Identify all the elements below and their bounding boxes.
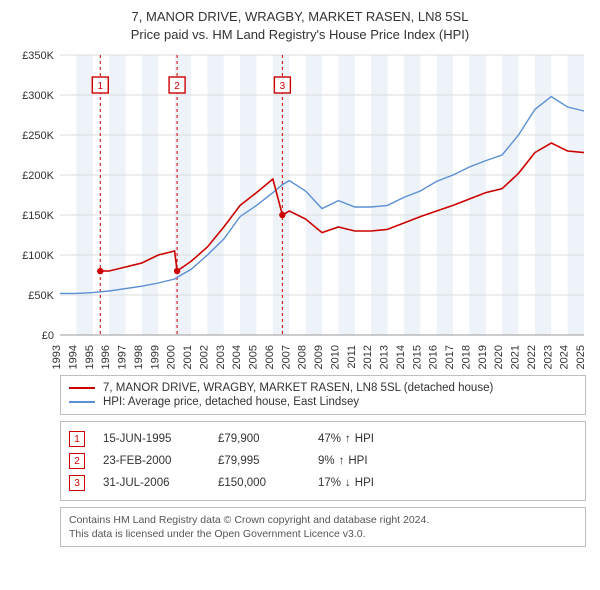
svg-text:2002: 2002 <box>198 345 210 369</box>
arrow-icon: ↑ <box>345 433 351 445</box>
svg-text:2003: 2003 <box>215 345 227 369</box>
svg-text:2005: 2005 <box>248 345 260 369</box>
y-grid: £0 £50K £100K £150K £200K £250K £300K £350K <box>22 50 584 342</box>
event-delta-ref: HPI <box>348 455 367 467</box>
chart-title-block: 7, MANOR DRIVE, WRAGBY, MARKET RASEN, LN… <box>10 8 590 43</box>
svg-text:1993: 1993 <box>51 345 63 369</box>
event-delta-ref: HPI <box>355 433 374 445</box>
event-delta: 47% ↑ HPI <box>318 433 374 445</box>
svg-text:2020: 2020 <box>493 345 505 369</box>
event-delta-pct: 47% <box>318 433 341 445</box>
svg-text:1995: 1995 <box>84 345 96 369</box>
svg-text:2017: 2017 <box>444 345 456 369</box>
event-delta-pct: 17% <box>318 477 341 489</box>
svg-text:2006: 2006 <box>264 345 276 369</box>
legend-swatch <box>69 387 95 389</box>
price-chart: £0 £50K £100K £150K £200K £250K £300K £350K 1 2 3 1… <box>10 49 590 369</box>
svg-text:2021: 2021 <box>510 345 522 369</box>
svg-text:2: 2 <box>174 81 180 92</box>
svg-text:£100K: £100K <box>22 250 54 262</box>
event-row: 2 23-FEB-2000£79,9959% ↑HPI <box>69 450 577 472</box>
svg-text:2025: 2025 <box>575 345 587 369</box>
event-delta-pct: 9% <box>318 455 335 467</box>
footer-line-2: This data is licensed under the Open Gov… <box>69 527 577 541</box>
svg-text:£50K: £50K <box>28 290 54 302</box>
svg-text:2000: 2000 <box>166 345 178 369</box>
legend-item: 7, MANOR DRIVE, WRAGBY, MARKET RASEN, LN… <box>69 381 577 395</box>
arrow-icon: ↓ <box>345 477 351 489</box>
svg-text:2004: 2004 <box>231 345 243 369</box>
svg-text:2022: 2022 <box>526 345 538 369</box>
event-price: £79,995 <box>218 455 318 467</box>
svg-text:2001: 2001 <box>182 345 194 369</box>
svg-text:£350K: £350K <box>22 50 54 62</box>
title-line-2: Price paid vs. HM Land Registry's House … <box>10 26 590 44</box>
svg-text:2011: 2011 <box>346 345 358 369</box>
events-table: 115-JUN-1995£79,90047%↑HPI223-FEB-2000£7… <box>60 421 586 501</box>
legend-item: HPI: Average price, detached house, East… <box>69 395 577 409</box>
event-date: 15-JUN-1995 <box>103 433 218 445</box>
event-row: 1 15-JUN-1995£79,90047% ↑ HPI <box>69 428 577 450</box>
svg-text:3: 3 <box>280 81 286 92</box>
event-marker-box: 1 <box>69 431 85 447</box>
event-row: 3 31-JUL-2006£150,00017% ↓ HPI <box>69 472 577 494</box>
svg-text:2016: 2016 <box>428 345 440 369</box>
chart-area: £0 £50K £100K £150K £200K £250K £300K £350K 1 2 3 1… <box>10 49 590 369</box>
event-date: 23-FEB-2000 <box>103 455 218 467</box>
svg-text:2014: 2014 <box>395 345 407 369</box>
svg-text:2009: 2009 <box>313 345 325 369</box>
footer-line-1: Contains HM Land Registry data © Crown c… <box>69 513 577 527</box>
svg-text:1998: 1998 <box>133 345 145 369</box>
event-price: £150,000 <box>218 477 318 489</box>
legend-swatch <box>69 401 95 403</box>
svg-text:£250K: £250K <box>22 130 54 142</box>
svg-text:2019: 2019 <box>477 345 489 369</box>
svg-text:1996: 1996 <box>100 345 112 369</box>
legend-label: 7, MANOR DRIVE, WRAGBY, MARKET RASEN, LN… <box>103 382 493 394</box>
svg-text:2023: 2023 <box>542 345 554 369</box>
title-line-1: 7, MANOR DRIVE, WRAGBY, MARKET RASEN, LN… <box>10 8 590 26</box>
event-marker-box: 2 <box>69 453 85 469</box>
svg-text:2008: 2008 <box>297 345 309 369</box>
event-date: 31-JUL-2006 <box>103 477 218 489</box>
legend-label: HPI: Average price, detached house, East… <box>103 396 359 408</box>
svg-text:1997: 1997 <box>117 345 129 369</box>
svg-text:2024: 2024 <box>559 345 571 369</box>
svg-text:2012: 2012 <box>362 345 374 369</box>
svg-text:2018: 2018 <box>460 345 472 369</box>
svg-text:1999: 1999 <box>149 345 161 369</box>
arrow-icon: ↑ <box>339 455 345 467</box>
svg-text:£200K: £200K <box>22 170 54 182</box>
event-delta: 9% ↑HPI <box>318 455 368 467</box>
legend: 7, MANOR DRIVE, WRAGBY, MARKET RASEN, LN… <box>60 375 586 415</box>
event-delta: 17% ↓ HPI <box>318 477 374 489</box>
event-delta-ref: HPI <box>355 477 374 489</box>
svg-text:1: 1 <box>98 81 104 92</box>
svg-text:2013: 2013 <box>379 345 391 369</box>
event-marker-box: 3 <box>69 475 85 491</box>
svg-text:2015: 2015 <box>411 345 423 369</box>
svg-text:1994: 1994 <box>67 345 79 369</box>
event-price: £79,900 <box>218 433 318 445</box>
year-bands <box>76 55 584 335</box>
svg-text:2010: 2010 <box>329 345 341 369</box>
svg-text:£0: £0 <box>42 330 54 342</box>
attribution-footer: Contains HM Land Registry data © Crown c… <box>60 507 586 547</box>
svg-text:2007: 2007 <box>280 345 292 369</box>
svg-text:£150K: £150K <box>22 210 54 222</box>
x-axis-labels: 1993 1994 1995 1996 1997 1998 1999 2000 2001 2002… <box>51 345 587 369</box>
svg-text:£300K: £300K <box>22 90 54 102</box>
